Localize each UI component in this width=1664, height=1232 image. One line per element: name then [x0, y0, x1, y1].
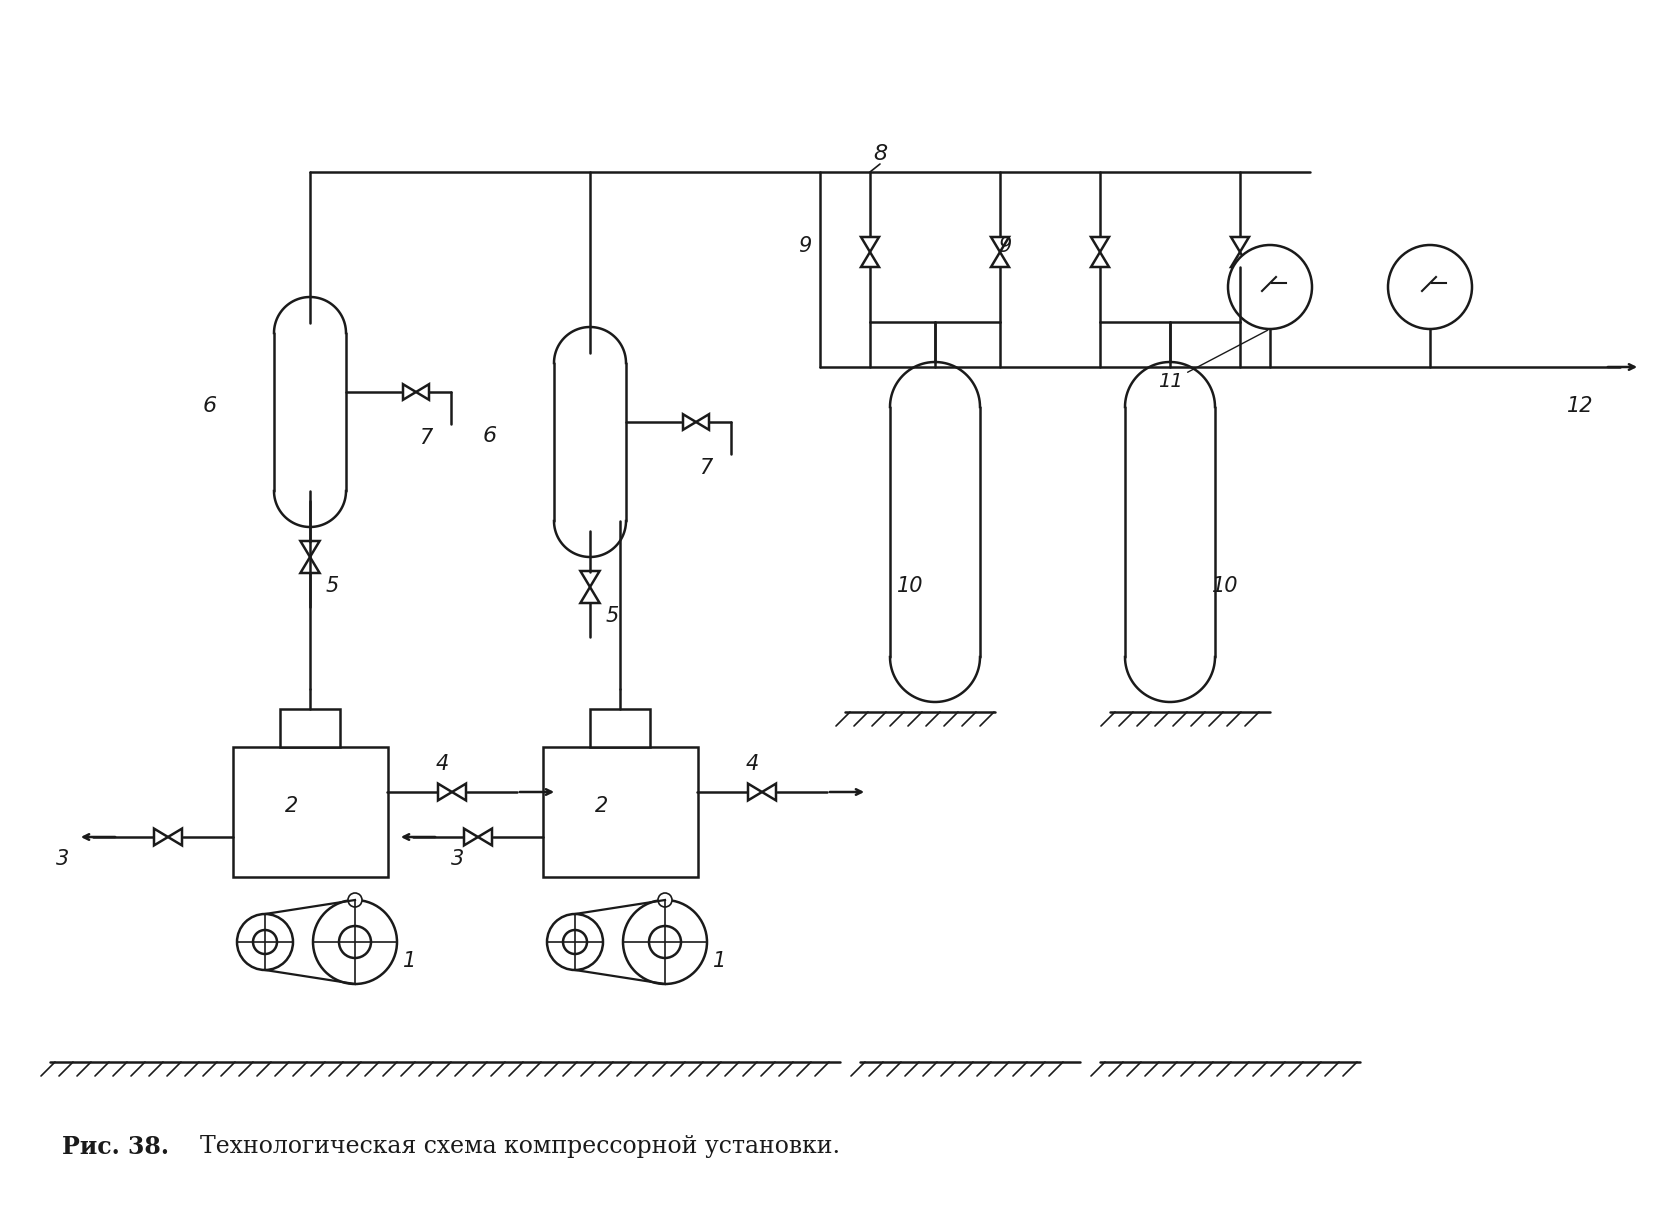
- Text: 4: 4: [436, 754, 449, 774]
- Text: 5: 5: [606, 606, 619, 626]
- Polygon shape: [1092, 253, 1108, 267]
- Polygon shape: [762, 784, 775, 801]
- Text: 6: 6: [203, 395, 216, 416]
- Text: 5: 5: [326, 577, 339, 596]
- Circle shape: [1388, 245, 1473, 329]
- Text: 1: 1: [403, 951, 416, 971]
- Text: 11: 11: [1158, 330, 1268, 391]
- Circle shape: [253, 930, 276, 954]
- Bar: [591, 708, 651, 747]
- Polygon shape: [749, 784, 762, 801]
- Text: 6: 6: [483, 426, 498, 446]
- Text: Технологическая схема компрессорной установки.: Технологическая схема компрессорной уста…: [185, 1136, 840, 1158]
- Polygon shape: [696, 414, 709, 430]
- Polygon shape: [682, 414, 696, 430]
- Text: Рис. 38.: Рис. 38.: [62, 1135, 170, 1159]
- Circle shape: [313, 901, 398, 984]
- Bar: [233, 747, 388, 877]
- Text: 1: 1: [714, 951, 727, 971]
- Polygon shape: [992, 253, 1008, 267]
- Text: 12: 12: [1567, 395, 1592, 416]
- Polygon shape: [478, 829, 493, 845]
- Polygon shape: [992, 237, 1008, 253]
- Text: 2: 2: [596, 796, 609, 816]
- Bar: [280, 708, 339, 747]
- Polygon shape: [860, 237, 879, 253]
- Text: 4: 4: [745, 754, 759, 774]
- Polygon shape: [1092, 237, 1108, 253]
- Bar: [542, 747, 697, 877]
- Polygon shape: [860, 253, 879, 267]
- Circle shape: [236, 914, 293, 970]
- Text: 9: 9: [998, 237, 1012, 256]
- Text: 7: 7: [419, 428, 433, 448]
- Circle shape: [1228, 245, 1311, 329]
- Polygon shape: [581, 570, 599, 586]
- Polygon shape: [438, 784, 453, 801]
- Polygon shape: [1231, 253, 1250, 267]
- Circle shape: [657, 893, 672, 907]
- Text: 9: 9: [799, 237, 812, 256]
- Text: 7: 7: [699, 458, 712, 478]
- Circle shape: [562, 930, 587, 954]
- Text: 8: 8: [874, 144, 887, 164]
- Circle shape: [348, 893, 363, 907]
- Text: 10: 10: [1211, 577, 1238, 596]
- Polygon shape: [301, 557, 319, 573]
- Polygon shape: [453, 784, 466, 801]
- Polygon shape: [168, 829, 181, 845]
- Text: 10: 10: [897, 577, 924, 596]
- Circle shape: [547, 914, 602, 970]
- Circle shape: [622, 901, 707, 984]
- Polygon shape: [416, 384, 429, 400]
- Text: 3: 3: [57, 849, 70, 869]
- Polygon shape: [155, 829, 168, 845]
- Text: 2: 2: [285, 796, 298, 816]
- Polygon shape: [403, 384, 416, 400]
- Polygon shape: [464, 829, 478, 845]
- Polygon shape: [301, 541, 319, 557]
- Polygon shape: [1231, 237, 1250, 253]
- Circle shape: [649, 926, 681, 958]
- Circle shape: [339, 926, 371, 958]
- Text: 3: 3: [451, 849, 464, 869]
- Polygon shape: [581, 586, 599, 602]
